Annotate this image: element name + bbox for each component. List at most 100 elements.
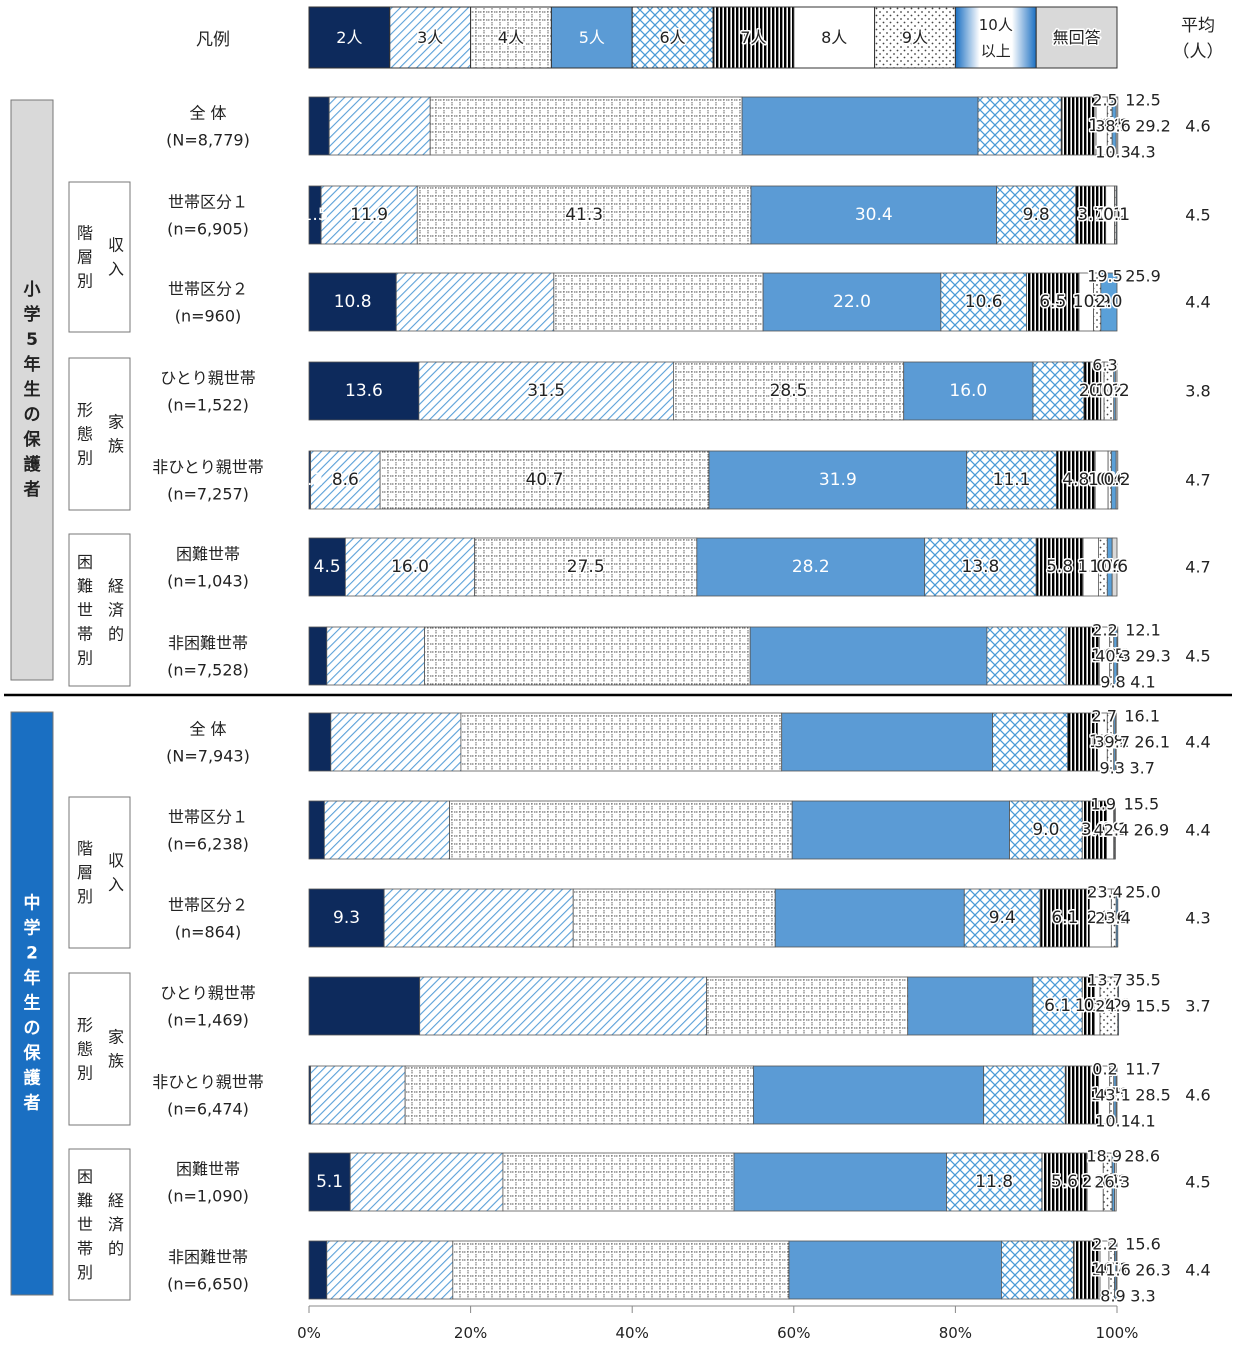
bar-value-label: 4.5 xyxy=(314,557,341,577)
section-label-box xyxy=(10,99,54,681)
bar-segment xyxy=(986,626,1067,686)
bar-value-label: 2.7 xyxy=(1091,707,1116,726)
bar-value-label: 0.1 xyxy=(1103,1085,1130,1105)
bar-segment xyxy=(1072,1240,1101,1300)
legend-label: 4人 xyxy=(498,28,524,47)
bar-segment xyxy=(673,361,905,421)
bar-value-label: 10.8 xyxy=(334,292,372,312)
subgroup-inner-char: 経 xyxy=(108,577,124,596)
subgroup-inner-char: 的 xyxy=(108,625,124,644)
bar-value-label: 0.4 xyxy=(1102,646,1129,666)
bar-segment xyxy=(706,976,909,1036)
bar-value-label: 0.3 xyxy=(1101,1085,1128,1105)
bar-value-label: 16.1 xyxy=(1124,707,1160,726)
legend-label: 10人 xyxy=(979,16,1013,34)
bar-segment xyxy=(308,976,421,1036)
bar-segment xyxy=(572,888,776,948)
legend-swatch xyxy=(954,6,1037,69)
bar-value-label: 1.1 xyxy=(1097,205,1124,225)
bar-segment xyxy=(753,1065,985,1125)
subgroup-inner-char: 族 xyxy=(108,1052,124,1071)
x-tick-label: 40% xyxy=(616,1324,649,1342)
bar-segment xyxy=(791,800,1010,860)
bar-segment xyxy=(502,1152,735,1212)
subgroup-outer-char: 世 xyxy=(77,1215,93,1234)
bar-value-label: 2.0 xyxy=(1082,1172,1109,1192)
legend-label: 以上 xyxy=(981,42,1011,60)
subgroup-inner-char: 収 xyxy=(108,236,124,255)
bar-segment xyxy=(1026,272,1080,332)
row-label: 世帯区分２ xyxy=(168,896,248,915)
row-count: (n=960) xyxy=(175,307,242,326)
bar-segment xyxy=(424,626,751,686)
bar-value-label: 0.1 xyxy=(1101,820,1128,840)
bar-segment xyxy=(308,712,332,772)
row-average: 3.7 xyxy=(1185,997,1210,1016)
bar-value-label: 30.4 xyxy=(855,205,893,225)
row-count: (n=7,257) xyxy=(167,485,249,504)
bar-value-label: 1.5 xyxy=(1075,996,1102,1016)
bar-segment xyxy=(1115,450,1119,510)
bar-segment xyxy=(349,1152,504,1212)
bar-value-label: 15.6 xyxy=(1125,1235,1161,1254)
bar-value-label: 28.2 xyxy=(792,557,830,577)
bar-value-label: 4.8 xyxy=(1062,470,1089,490)
bar-value-label: 5.1 xyxy=(316,1172,343,1192)
bar-segment xyxy=(750,185,998,245)
bar-segment xyxy=(996,185,1077,245)
bar-segment xyxy=(1001,1240,1074,1300)
bar-value-label: 10.6 xyxy=(965,292,1003,312)
bar-segment xyxy=(416,185,752,245)
bar-value-label: 31.5 xyxy=(527,381,565,401)
row-average: 3.8 xyxy=(1185,382,1210,401)
bar-value-label: 4.1 xyxy=(1130,673,1155,692)
bar-value-label: 0.1 xyxy=(1103,1260,1130,1280)
bar-value-label: 0.2 xyxy=(1103,908,1130,928)
bar-value-label: 3.7 xyxy=(1129,759,1154,778)
bar-segment xyxy=(1115,888,1119,948)
legend-swatch xyxy=(1035,6,1118,69)
bar-value-label: 2.7 xyxy=(1087,908,1114,928)
bar-value-label: 4.1 xyxy=(1130,1112,1155,1131)
bar-value-label: 11.7 xyxy=(1125,1060,1161,1079)
subgroup-outer-char: 形 xyxy=(77,1016,93,1035)
bar-segment xyxy=(308,800,325,860)
row-label: 全 体 xyxy=(189,720,226,739)
bar-segment xyxy=(762,272,942,332)
subgroup-box xyxy=(68,357,131,511)
section-label-char: 護 xyxy=(24,454,42,475)
row-count: (n=1,469) xyxy=(167,1011,249,1030)
bar-segment xyxy=(328,96,431,156)
bar-value-label: 23.4 xyxy=(1087,883,1123,902)
subgroup-outer-char: 別 xyxy=(77,1263,93,1282)
subgroup-outer-char: 困 xyxy=(77,1167,93,1186)
bar-segment xyxy=(977,96,1062,156)
bar-segment xyxy=(308,96,330,156)
row-label: 全 体 xyxy=(189,104,226,123)
bar-value-label: 25.0 xyxy=(1125,883,1161,902)
bar-value-label: 0.1 xyxy=(1104,646,1131,666)
subgroup-outer-char: 別 xyxy=(77,449,93,468)
subgroup-inner-char: 経 xyxy=(108,1191,124,1210)
bar-segment xyxy=(449,800,793,860)
bar-value-label: 9.8 xyxy=(1023,205,1050,225)
bar-value-label: 18.9 xyxy=(1086,1147,1122,1166)
bar-value-label: 25.9 xyxy=(1125,267,1161,286)
bar-value-label: 13.6 xyxy=(345,381,383,401)
bar-value-label: 9.3 xyxy=(1099,759,1124,778)
row-label: 非ひとり親世帯 xyxy=(152,1073,264,1092)
row-count: (n=1,522) xyxy=(167,396,249,415)
bar-value-label: 42.4 xyxy=(1094,821,1130,840)
row-average: 4.6 xyxy=(1185,117,1210,136)
bar-segment xyxy=(741,96,979,156)
bar-segment xyxy=(708,450,968,510)
bar-value-label: 1.4 xyxy=(1091,1085,1118,1105)
section-label-char: 学 xyxy=(24,304,41,325)
bar-value-label: 1.2 xyxy=(1089,732,1116,752)
bar-value-label: 13.7 xyxy=(1087,971,1123,990)
row-count: (n=1,090) xyxy=(167,1187,249,1206)
bar-value-label: 1.2 xyxy=(1095,381,1122,401)
row-average: 4.6 xyxy=(1185,1086,1210,1105)
bar-value-label: 0.2 xyxy=(1102,1172,1129,1192)
